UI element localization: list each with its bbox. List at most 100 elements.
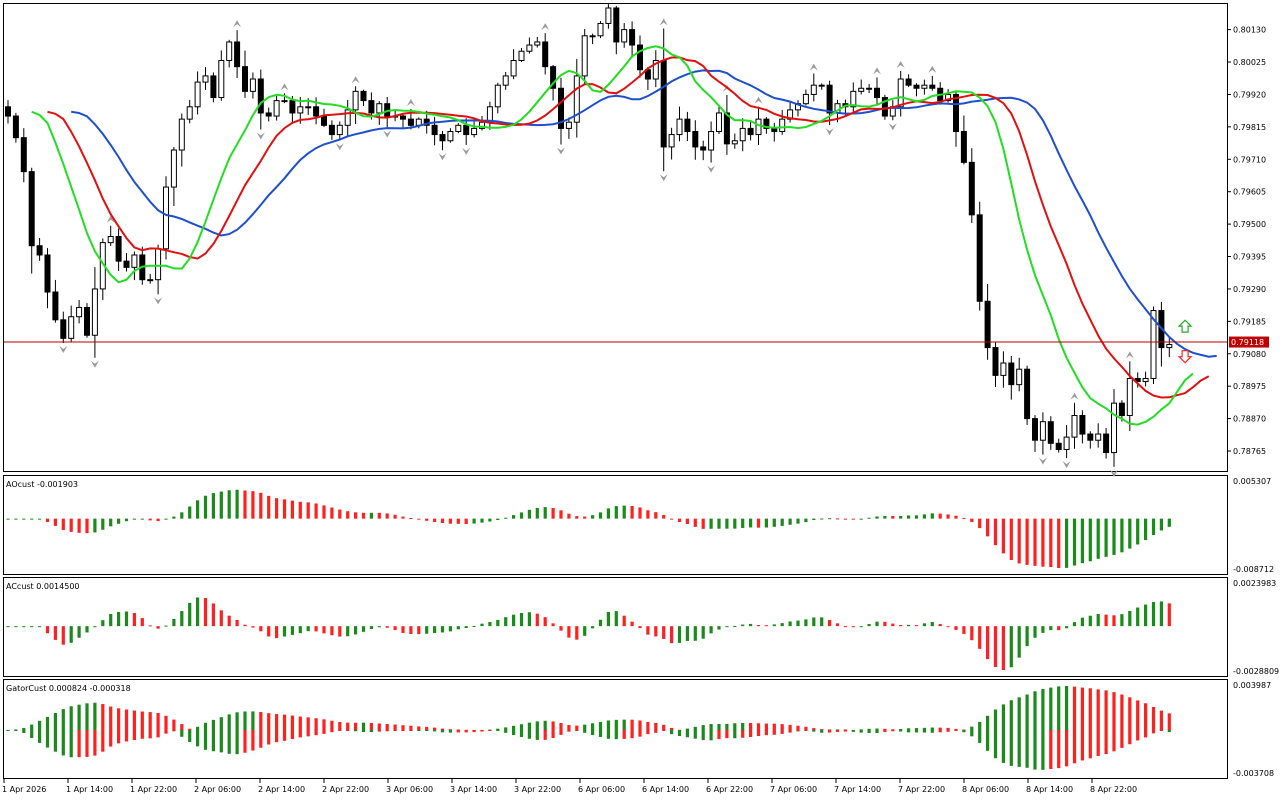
ao-bar: [338, 509, 342, 519]
gator-upper-bar: [338, 721, 342, 730]
gator-lower-bar: [1167, 730, 1171, 733]
time-tick-label: 2 Apr 06:00: [194, 785, 241, 794]
ao-bar: [354, 512, 358, 519]
time-tick-label: 6 Apr 22:00: [706, 785, 753, 794]
fractal-down-icon: [256, 132, 265, 140]
ao-bar: [559, 510, 563, 519]
bullish-candle: [676, 118, 683, 136]
ac-min-label: -0.0028809: [1233, 667, 1279, 676]
gator-upper-bar: [132, 710, 136, 730]
gator-lower-bar: [780, 730, 784, 734]
ac-bar: [970, 626, 974, 641]
bearish-candle: [234, 41, 241, 68]
gator-lower-bar: [45, 730, 50, 748]
bearish-candle: [84, 306, 90, 336]
gator-lower-bar: [591, 730, 595, 736]
bearish-candle: [36, 245, 43, 256]
gator-upper-bar: [583, 724, 587, 730]
bullish-candle: [779, 118, 786, 132]
bullish-candle: [597, 22, 604, 37]
ao-bar: [369, 512, 373, 519]
ao-bar: [235, 489, 239, 519]
gator-lower-bar: [1001, 730, 1005, 763]
gator-lower-bar: [693, 730, 697, 739]
gator-upper-bar: [69, 706, 73, 730]
fractal-down-icon: [462, 147, 471, 155]
gator-lower-bar: [235, 730, 239, 755]
ac-bar: [1128, 610, 1132, 627]
ao-bar: [180, 512, 184, 519]
bullish-candle: [739, 127, 746, 142]
ao-bar: [804, 518, 808, 523]
current-price-badge: [1229, 336, 1269, 348]
gator-lower-bar: [6, 730, 10, 731]
gator-upper-bar: [417, 726, 421, 730]
bullish-candle: [494, 84, 501, 108]
gator-lower-bar: [662, 730, 666, 731]
ac-bar: [559, 626, 563, 631]
gator-upper-bar: [756, 723, 761, 730]
bullish-candle: [1126, 377, 1133, 417]
price-tick-label: 0.79395: [1233, 253, 1266, 262]
gator-upper-bar: [693, 726, 697, 730]
ao-bar: [606, 508, 610, 519]
ac-bar: [409, 626, 413, 635]
gator-upper-bar: [45, 716, 50, 730]
ao-bar: [993, 518, 998, 546]
bullish-candle: [945, 93, 952, 102]
ao-bar: [717, 518, 721, 529]
gator-lower-bar: [717, 730, 721, 740]
gator-lower-bar: [330, 730, 334, 733]
ac-bar: [859, 626, 863, 628]
ac-bar: [828, 619, 832, 627]
ao-bar: [227, 490, 231, 519]
gator-lower-bar: [701, 730, 705, 741]
ao-bar: [275, 498, 279, 519]
alligator-lips-line: [31, 45, 1194, 426]
gator-lower-bar: [1049, 730, 1053, 770]
gator-histogram: [6, 686, 1171, 770]
gator-upper-bar: [322, 719, 326, 730]
bearish-candle: [1032, 418, 1038, 441]
gator-upper-bar: [986, 715, 990, 730]
gator-upper-bar: [575, 725, 579, 730]
bearish-candle: [763, 118, 770, 129]
ac-bar: [598, 619, 603, 627]
bearish-candle: [407, 118, 414, 126]
gator-upper-bar: [1017, 697, 1021, 730]
ao-bar: [772, 518, 776, 527]
gator-lower-bar: [970, 730, 974, 737]
gator-min-label: -0.003708: [1233, 769, 1274, 778]
gator-upper-bar: [638, 720, 642, 730]
gator-lower-bar: [188, 730, 192, 742]
gator-lower-bar: [962, 730, 966, 733]
ao-bar: [425, 518, 429, 521]
gator-upper-bar: [38, 720, 42, 730]
gator-lower-bar: [891, 730, 895, 732]
gator-upper-bar: [1128, 697, 1132, 730]
bearish-candle: [257, 78, 264, 114]
time-tick-label: 8 Apr 14:00: [1026, 785, 1073, 794]
gator-lower-bar: [1159, 730, 1163, 731]
bullish-candle: [91, 288, 98, 336]
ac-bar: [954, 626, 958, 630]
ao-bar: [986, 518, 990, 537]
ao-bar: [132, 518, 136, 520]
price-plot-area[interactable]: [5, 0, 1217, 477]
ao-bar: [788, 518, 792, 525]
bearish-candle: [905, 78, 912, 86]
bearish-candle: [265, 112, 272, 117]
ac-bar: [1120, 614, 1124, 627]
ao-bar: [796, 518, 800, 524]
gator-lower-bar: [1112, 730, 1116, 752]
ao-bar: [820, 518, 824, 520]
gator-lower-bar: [1151, 730, 1156, 734]
gator-lower-bar: [670, 730, 674, 735]
ao-bar: [1080, 518, 1084, 564]
gator-upper-bar: [654, 722, 658, 730]
ao-bar: [551, 507, 555, 519]
price-tick-label: 0.79920: [1233, 90, 1266, 99]
ac-bar: [606, 611, 610, 627]
ac-bar: [196, 597, 200, 627]
